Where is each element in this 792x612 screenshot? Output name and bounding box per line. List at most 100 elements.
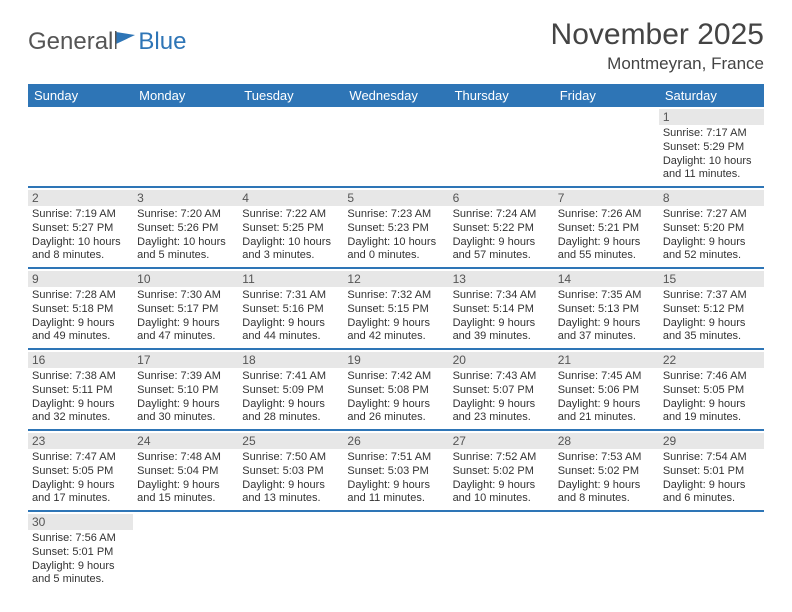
calendar-table: SundayMondayTuesdayWednesdayThursdayFrid… <box>28 84 764 591</box>
daylight-line: Daylight: 9 hours and 6 minutes. <box>663 479 760 507</box>
sunset-line: Sunset: 5:10 PM <box>137 384 234 398</box>
calendar-day: 2Sunrise: 7:19 AMSunset: 5:27 PMDaylight… <box>28 187 133 268</box>
day-header-row: SundayMondayTuesdayWednesdayThursdayFrid… <box>28 84 764 107</box>
sunset-line: Sunset: 5:08 PM <box>347 384 444 398</box>
calendar-week: 30Sunrise: 7:56 AMSunset: 5:01 PMDayligh… <box>28 511 764 591</box>
day-number: 21 <box>554 352 659 368</box>
sunrise-line: Sunrise: 7:42 AM <box>347 370 444 384</box>
title-block: November 2025 Montmeyran, France <box>551 18 764 74</box>
calendar-day-empty <box>554 107 659 187</box>
sunset-line: Sunset: 5:07 PM <box>453 384 550 398</box>
calendar-day: 24Sunrise: 7:48 AMSunset: 5:04 PMDayligh… <box>133 430 238 511</box>
calendar-day: 27Sunrise: 7:52 AMSunset: 5:02 PMDayligh… <box>449 430 554 511</box>
calendar-day: 19Sunrise: 7:42 AMSunset: 5:08 PMDayligh… <box>343 349 448 430</box>
daylight-line: Daylight: 9 hours and 23 minutes. <box>453 398 550 426</box>
sunset-line: Sunset: 5:29 PM <box>663 141 760 155</box>
sunrise-line: Sunrise: 7:32 AM <box>347 289 444 303</box>
sunset-line: Sunset: 5:22 PM <box>453 222 550 236</box>
day-number: 12 <box>343 271 448 287</box>
calendar-day-empty <box>133 511 238 591</box>
day-number: 16 <box>28 352 133 368</box>
sunset-line: Sunset: 5:27 PM <box>32 222 129 236</box>
calendar-day-empty <box>343 511 448 591</box>
page-subtitle: Montmeyran, France <box>551 54 764 74</box>
sunrise-line: Sunrise: 7:43 AM <box>453 370 550 384</box>
calendar-day: 1Sunrise: 7:17 AMSunset: 5:29 PMDaylight… <box>659 107 764 187</box>
day-number: 25 <box>238 433 343 449</box>
sunset-line: Sunset: 5:06 PM <box>558 384 655 398</box>
day-number: 6 <box>449 190 554 206</box>
calendar-day: 6Sunrise: 7:24 AMSunset: 5:22 PMDaylight… <box>449 187 554 268</box>
daylight-line: Daylight: 9 hours and 8 minutes. <box>558 479 655 507</box>
daylight-line: Daylight: 9 hours and 26 minutes. <box>347 398 444 426</box>
brand-part1: General <box>28 28 113 56</box>
sunset-line: Sunset: 5:12 PM <box>663 303 760 317</box>
day-number: 17 <box>133 352 238 368</box>
daylight-line: Daylight: 9 hours and 49 minutes. <box>32 317 129 345</box>
brand-logo: General Blue <box>28 18 186 56</box>
day-number: 9 <box>28 271 133 287</box>
sunrise-line: Sunrise: 7:23 AM <box>347 208 444 222</box>
calendar-day: 18Sunrise: 7:41 AMSunset: 5:09 PMDayligh… <box>238 349 343 430</box>
calendar-week: 2Sunrise: 7:19 AMSunset: 5:27 PMDaylight… <box>28 187 764 268</box>
calendar-day-empty <box>554 511 659 591</box>
day-number: 5 <box>343 190 448 206</box>
daylight-line: Daylight: 9 hours and 55 minutes. <box>558 236 655 264</box>
sunset-line: Sunset: 5:04 PM <box>137 465 234 479</box>
day-number: 8 <box>659 190 764 206</box>
daylight-line: Daylight: 9 hours and 42 minutes. <box>347 317 444 345</box>
calendar-day: 21Sunrise: 7:45 AMSunset: 5:06 PMDayligh… <box>554 349 659 430</box>
sunrise-line: Sunrise: 7:20 AM <box>137 208 234 222</box>
sunset-line: Sunset: 5:14 PM <box>453 303 550 317</box>
calendar-day: 26Sunrise: 7:51 AMSunset: 5:03 PMDayligh… <box>343 430 448 511</box>
sunrise-line: Sunrise: 7:17 AM <box>663 127 760 141</box>
header: General Blue November 2025 Montmeyran, F… <box>28 18 764 74</box>
calendar-day-empty <box>238 107 343 187</box>
calendar-body: 1Sunrise: 7:17 AMSunset: 5:29 PMDaylight… <box>28 107 764 591</box>
sunrise-line: Sunrise: 7:38 AM <box>32 370 129 384</box>
daylight-line: Daylight: 10 hours and 8 minutes. <box>32 236 129 264</box>
day-number: 11 <box>238 271 343 287</box>
sunrise-line: Sunrise: 7:28 AM <box>32 289 129 303</box>
sunset-line: Sunset: 5:15 PM <box>347 303 444 317</box>
day-number: 30 <box>28 514 133 530</box>
calendar-week: 1Sunrise: 7:17 AMSunset: 5:29 PMDaylight… <box>28 107 764 187</box>
sunset-line: Sunset: 5:03 PM <box>242 465 339 479</box>
calendar-day: 23Sunrise: 7:47 AMSunset: 5:05 PMDayligh… <box>28 430 133 511</box>
calendar-day: 11Sunrise: 7:31 AMSunset: 5:16 PMDayligh… <box>238 268 343 349</box>
calendar-day: 13Sunrise: 7:34 AMSunset: 5:14 PMDayligh… <box>449 268 554 349</box>
calendar-day: 20Sunrise: 7:43 AMSunset: 5:07 PMDayligh… <box>449 349 554 430</box>
calendar-day: 14Sunrise: 7:35 AMSunset: 5:13 PMDayligh… <box>554 268 659 349</box>
sunrise-line: Sunrise: 7:26 AM <box>558 208 655 222</box>
daylight-line: Daylight: 9 hours and 39 minutes. <box>453 317 550 345</box>
calendar-day: 28Sunrise: 7:53 AMSunset: 5:02 PMDayligh… <box>554 430 659 511</box>
calendar-page: General Blue November 2025 Montmeyran, F… <box>0 0 792 612</box>
sunrise-line: Sunrise: 7:19 AM <box>32 208 129 222</box>
sunrise-line: Sunrise: 7:27 AM <box>663 208 760 222</box>
daylight-line: Daylight: 10 hours and 11 minutes. <box>663 155 760 183</box>
sunset-line: Sunset: 5:11 PM <box>32 384 129 398</box>
calendar-day: 15Sunrise: 7:37 AMSunset: 5:12 PMDayligh… <box>659 268 764 349</box>
daylight-line: Daylight: 9 hours and 13 minutes. <box>242 479 339 507</box>
sunset-line: Sunset: 5:20 PM <box>663 222 760 236</box>
flag-icon <box>115 31 137 49</box>
daylight-line: Daylight: 9 hours and 17 minutes. <box>32 479 129 507</box>
calendar-day-empty <box>449 511 554 591</box>
sunset-line: Sunset: 5:26 PM <box>137 222 234 236</box>
day-number: 29 <box>659 433 764 449</box>
daylight-line: Daylight: 9 hours and 19 minutes. <box>663 398 760 426</box>
sunrise-line: Sunrise: 7:51 AM <box>347 451 444 465</box>
sunrise-line: Sunrise: 7:53 AM <box>558 451 655 465</box>
sunrise-line: Sunrise: 7:46 AM <box>663 370 760 384</box>
calendar-day: 22Sunrise: 7:46 AMSunset: 5:05 PMDayligh… <box>659 349 764 430</box>
day-header: Wednesday <box>343 84 448 107</box>
sunrise-line: Sunrise: 7:47 AM <box>32 451 129 465</box>
brand-part2: Blue <box>138 28 186 56</box>
day-header: Friday <box>554 84 659 107</box>
sunset-line: Sunset: 5:05 PM <box>663 384 760 398</box>
calendar-week: 23Sunrise: 7:47 AMSunset: 5:05 PMDayligh… <box>28 430 764 511</box>
page-title: November 2025 <box>551 18 764 52</box>
sunset-line: Sunset: 5:18 PM <box>32 303 129 317</box>
day-number: 27 <box>449 433 554 449</box>
sunset-line: Sunset: 5:01 PM <box>663 465 760 479</box>
